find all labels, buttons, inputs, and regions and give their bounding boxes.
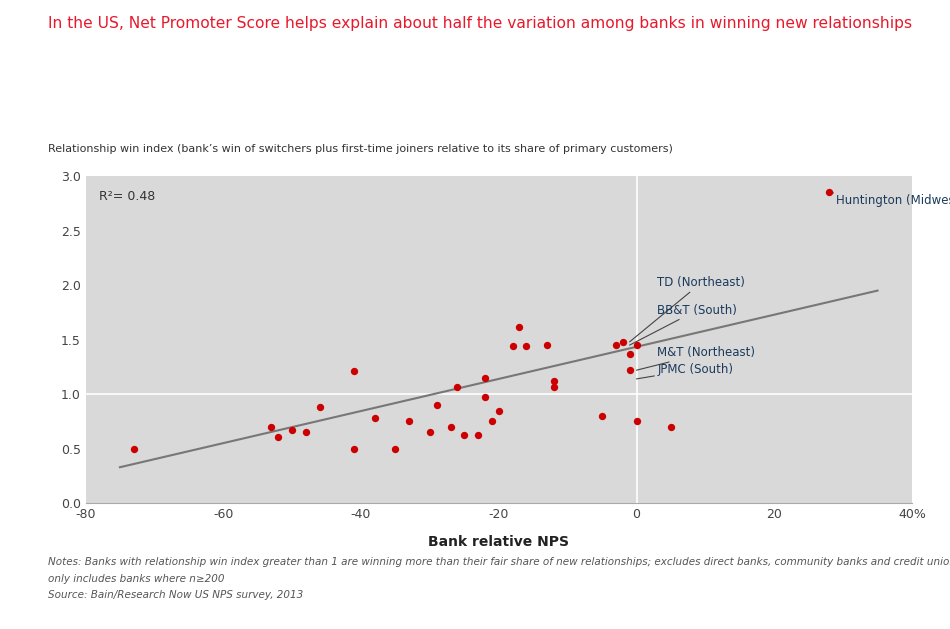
Point xyxy=(367,413,382,423)
Text: M&T (Northeast): M&T (Northeast) xyxy=(636,346,755,370)
Point xyxy=(595,411,610,421)
Text: Source: Bain/Research Now US NPS survey, 2013: Source: Bain/Research Now US NPS survey,… xyxy=(48,590,303,600)
Point xyxy=(298,427,314,437)
Point xyxy=(388,443,403,454)
Point xyxy=(491,406,506,416)
Text: only includes banks where n≥200: only includes banks where n≥200 xyxy=(48,574,224,584)
Point xyxy=(429,400,445,410)
Text: BB&T (South): BB&T (South) xyxy=(630,304,737,345)
Point xyxy=(629,340,644,350)
Point xyxy=(622,365,637,376)
Point xyxy=(546,382,561,392)
Point xyxy=(347,443,362,454)
Point xyxy=(470,430,485,440)
Point xyxy=(822,187,837,198)
Point xyxy=(126,443,142,454)
Point xyxy=(264,422,279,432)
Point xyxy=(512,321,527,331)
Point xyxy=(629,416,644,426)
Text: Huntington (Midwest): Huntington (Midwest) xyxy=(829,192,950,206)
Text: Notes: Banks with relationship win index greater than 1 are winning more than th: Notes: Banks with relationship win index… xyxy=(48,557,950,567)
Text: TD (Northeast): TD (Northeast) xyxy=(630,277,745,342)
Point xyxy=(457,430,472,440)
Text: Relationship win index (bank’s win of switchers plus first-time joiners relative: Relationship win index (bank’s win of sw… xyxy=(48,144,673,154)
Point xyxy=(616,337,631,347)
Point xyxy=(478,373,493,383)
Point xyxy=(478,392,493,403)
Point xyxy=(443,422,458,432)
Point xyxy=(449,382,465,392)
Text: R²= 0.48: R²= 0.48 xyxy=(99,191,156,203)
Point xyxy=(505,341,521,351)
Point xyxy=(663,422,678,432)
Point xyxy=(519,341,534,351)
Point xyxy=(347,366,362,376)
Point xyxy=(622,349,637,359)
Point xyxy=(546,376,561,386)
Point xyxy=(285,425,300,435)
X-axis label: Bank relative NPS: Bank relative NPS xyxy=(428,535,569,549)
Text: In the US, Net Promoter Score helps explain about half the variation among banks: In the US, Net Promoter Score helps expl… xyxy=(48,16,912,31)
Text: JPMC (South): JPMC (South) xyxy=(636,362,733,379)
Point xyxy=(540,340,555,350)
Point xyxy=(312,402,327,412)
Point xyxy=(422,427,437,437)
Point xyxy=(484,416,500,426)
Point xyxy=(402,416,417,426)
Point xyxy=(271,431,286,442)
Point xyxy=(608,340,623,350)
